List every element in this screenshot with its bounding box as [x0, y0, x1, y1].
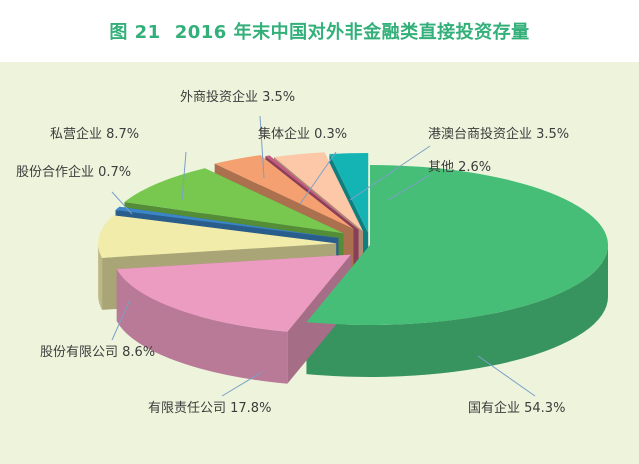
pie-slice-6	[265, 155, 359, 230]
pie-slice-1	[116, 254, 351, 332]
slice-label-3: 股份合作企业 0.7%	[16, 164, 131, 180]
slice-label-5: 外商投资企业 3.5%	[180, 89, 295, 105]
slice-wall-1-0	[116, 269, 288, 384]
pie-tops	[98, 152, 608, 332]
slice-label-2: 股份有限公司 8.6%	[40, 345, 155, 360]
slice-label-0: 国有企业 54.3%	[468, 400, 565, 416]
pie-slice-3	[115, 206, 339, 239]
slice-labels: 国有企业 54.3% 有限责任公司 17.8% 股份有限公司 8.6% 股份合作企业 …	[16, 89, 569, 416]
pie-slice-4	[124, 168, 344, 234]
leader-line-6	[299, 151, 337, 205]
slice-label-6: 集体企业 0.3%	[258, 126, 347, 142]
leader-lines	[111, 115, 536, 397]
slice-wall-2-0	[98, 243, 103, 310]
leader-line-5	[259, 115, 265, 179]
leader-line-7	[349, 145, 431, 201]
slice-wall-0-0	[306, 245, 608, 377]
figure-label: 图 21	[109, 22, 161, 43]
slice-label-4: 私营企业 8.7%	[50, 126, 139, 142]
title-band	[0, 0, 639, 62]
leader-line-2	[111, 299, 131, 341]
pie-slice-7	[273, 152, 363, 232]
figure-title-text: 2016 年末中国对外非金融类直接投资存量	[174, 22, 530, 43]
pie-slice-0	[306, 165, 608, 325]
pie-slice-2	[98, 215, 337, 258]
leader-line-4	[181, 151, 187, 201]
slice-label-1: 有限责任公司 17.8%	[148, 401, 271, 416]
leader-line-0	[477, 355, 536, 397]
leader-line-1	[221, 371, 263, 397]
slice-label-8: 其他 2.6%	[428, 160, 491, 175]
pie-slice-8	[329, 152, 369, 233]
chart-title: 图 21 2016 年末中国对外非金融类直接投资存量	[0, 18, 639, 44]
pie-slice-5	[214, 155, 354, 229]
slice-label-7: 港澳台商投资企业 3.5%	[428, 126, 569, 142]
leader-line-3	[111, 191, 133, 215]
leader-line-8	[387, 174, 431, 201]
